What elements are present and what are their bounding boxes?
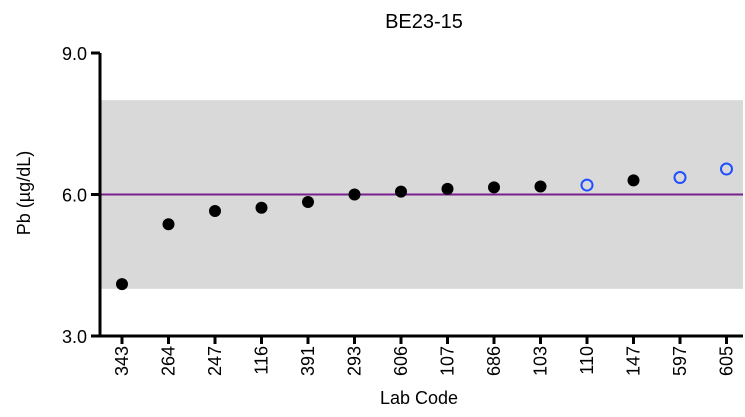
data-point-open [673,171,687,185]
x-tick-label: 343 [112,346,132,376]
data-point-open [720,162,733,176]
data-point [255,201,268,214]
plot-area: 3.0 6.0 9.0 343 264 247 116 391 293 606 107 686 103 1… [62,44,743,376]
data-point [209,205,221,218]
x-tick-label: 606 [391,346,411,376]
y-axis-label: Pb (µg/dL) [14,151,34,235]
x-tick-label: 110 [577,346,597,375]
x-tick-label: 116 [252,346,272,375]
x-tick-label: 605 [717,346,737,376]
x-tick-label: 391 [298,346,318,376]
x-tick-label: 597 [670,346,690,376]
data-point [395,185,407,198]
data-point [627,174,640,187]
y-tick-label: 6.0 [62,186,87,206]
x-tick-label: 293 [345,346,365,376]
data-point [348,188,361,201]
y-tick-label: 9.0 [62,44,87,64]
x-tick-label: 686 [484,346,504,376]
x-tick-label: 247 [205,346,225,376]
data-point [488,181,500,194]
data-point [534,180,547,193]
data-point [441,182,454,195]
x-tick-label: 107 [438,346,458,376]
data-point [302,196,314,209]
x-tick-label: 264 [159,346,179,376]
chart-title: BE23-15 [385,11,463,33]
x-tick-label: 147 [624,346,644,376]
data-point-open [580,178,594,192]
x-tick-label: 103 [531,346,551,376]
data-point [162,218,175,231]
y-tick-label: 3.0 [62,327,87,347]
x-axis-label: Lab Code [380,388,458,408]
data-point [116,278,128,291]
